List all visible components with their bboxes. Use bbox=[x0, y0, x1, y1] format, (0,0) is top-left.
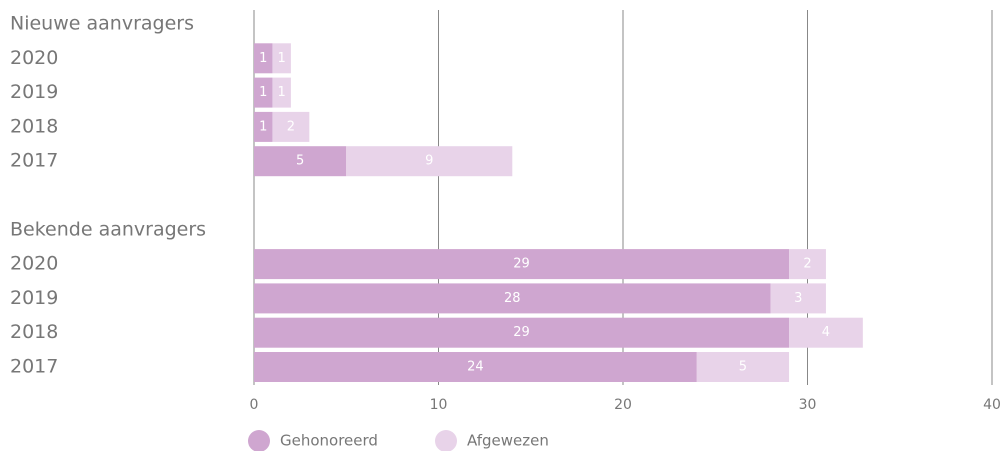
data-label: 2 bbox=[803, 257, 811, 272]
bar-segment bbox=[272, 43, 291, 74]
x-tick-label: 20 bbox=[614, 397, 632, 413]
y-tick-label: 2018 bbox=[10, 321, 58, 343]
data-label: 1 bbox=[278, 51, 286, 66]
y-tick-label: 2018 bbox=[10, 115, 58, 137]
y-tick-label: 2019 bbox=[10, 81, 58, 103]
bar-segment bbox=[254, 352, 697, 382]
x-tick-label: 30 bbox=[799, 397, 817, 413]
bar-segment bbox=[272, 111, 310, 142]
legend-swatch bbox=[248, 430, 270, 451]
bar-segment bbox=[272, 77, 291, 108]
x-tick-label: 10 bbox=[430, 397, 448, 413]
bar-segment bbox=[346, 146, 513, 177]
data-label: 3 bbox=[794, 291, 802, 306]
group-title: Nieuwe aanvragers bbox=[10, 13, 194, 35]
data-label: 2 bbox=[287, 119, 295, 134]
bar-segment bbox=[789, 317, 863, 348]
bar-segment bbox=[254, 77, 273, 108]
data-label: 4 bbox=[822, 325, 830, 340]
data-label: 5 bbox=[296, 154, 304, 169]
data-label: 9 bbox=[425, 154, 433, 169]
group-title: Bekende aanvragers bbox=[10, 218, 206, 240]
bar-segment bbox=[254, 146, 347, 177]
bar-segment bbox=[254, 249, 790, 280]
legend-swatch bbox=[435, 430, 457, 451]
bar-segment bbox=[770, 283, 826, 314]
bar-segment bbox=[254, 283, 771, 314]
legend-label: Afgewezen bbox=[467, 432, 549, 450]
bar-segment bbox=[254, 43, 273, 74]
y-tick-label: 2020 bbox=[10, 253, 58, 275]
data-label: 24 bbox=[467, 360, 484, 375]
y-tick-label: 2017 bbox=[10, 150, 58, 172]
bar-segment bbox=[254, 111, 273, 142]
data-label: 1 bbox=[278, 85, 286, 100]
legend-label: Gehonoreerd bbox=[280, 432, 378, 450]
data-label: 1 bbox=[259, 119, 267, 134]
y-tick-label: 2020 bbox=[10, 47, 58, 69]
y-tick-label: 2019 bbox=[10, 287, 58, 309]
x-tick-label: 40 bbox=[983, 397, 1001, 413]
bar-segment bbox=[254, 317, 790, 348]
data-label: 29 bbox=[513, 257, 530, 272]
y-tick-label: 2017 bbox=[10, 356, 58, 378]
bar-segment bbox=[696, 352, 790, 382]
data-label: 1 bbox=[259, 51, 267, 66]
x-tick-label: 0 bbox=[250, 397, 259, 413]
data-label: 1 bbox=[259, 85, 267, 100]
data-label: 28 bbox=[504, 291, 521, 306]
bar-segment bbox=[789, 249, 826, 280]
data-label: 29 bbox=[513, 325, 530, 340]
data-label: 5 bbox=[739, 360, 747, 375]
